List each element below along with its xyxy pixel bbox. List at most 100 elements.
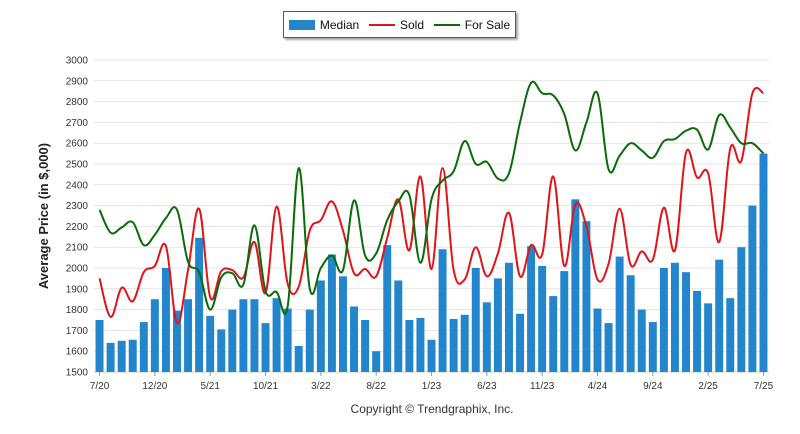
- legend-swatch-sold: [368, 23, 395, 26]
- x-tick-label: 11/23: [530, 381, 555, 392]
- median-bar: [195, 237, 204, 372]
- median-bar: [217, 329, 226, 372]
- median-bar: [173, 310, 181, 372]
- median-bar: [682, 272, 690, 372]
- median-bar: [283, 308, 292, 372]
- y-tick-label: 2700: [66, 118, 89, 129]
- median-bar: [504, 262, 513, 372]
- y-tick-label: 1900: [66, 284, 89, 295]
- median-bar: [95, 320, 104, 372]
- median-bar: [471, 268, 480, 372]
- legend-item-median: Median: [288, 17, 360, 32]
- y-tick-label: 2800: [66, 97, 89, 108]
- x-tick-label: 4/24: [588, 381, 608, 392]
- x-tick-label: 6/23: [477, 381, 497, 392]
- median-bar: [106, 342, 115, 372]
- median-bar: [460, 314, 469, 372]
- y-tick-label: 2500: [66, 160, 89, 171]
- median-bar: [228, 309, 237, 372]
- median-bar: [305, 309, 314, 372]
- median-bar: [516, 313, 525, 372]
- chart-legend: Median Sold For Sale: [283, 11, 516, 38]
- median-bar: [338, 276, 347, 372]
- x-tick-label: 12/20: [142, 381, 167, 392]
- median-bar: [405, 320, 414, 372]
- median-bar: [549, 296, 558, 372]
- y-tick-label: 1700: [66, 326, 89, 337]
- for-sale-line: [98, 80, 765, 315]
- x-tick-label: 9/24: [643, 381, 663, 392]
- y-axis-label: Average Price (in $,000): [36, 143, 51, 289]
- median-bar: [582, 221, 591, 372]
- median-bar: [626, 275, 635, 372]
- median-bar: [593, 308, 602, 372]
- median-bar: [693, 290, 702, 372]
- median-bar: [394, 280, 403, 372]
- median-bar: [372, 351, 381, 372]
- x-tick-labels: 7/20 12/20 5/21 10/21 3/22 8/22 1/23 6/23 11/23 4…: [90, 372, 774, 392]
- y-tick-label: 2400: [66, 180, 89, 191]
- median-bar: [239, 299, 248, 372]
- legend-swatch-forsale: [433, 23, 460, 26]
- median-bar: [493, 278, 502, 372]
- median-bar: [383, 245, 392, 372]
- median-bar: [294, 346, 303, 372]
- x-tick-label: 1/23: [422, 381, 442, 392]
- median-bar: [571, 199, 580, 372]
- median-bar: [759, 153, 768, 372]
- median-bar: [648, 322, 657, 372]
- median-bar: [482, 302, 491, 372]
- series-lines: [98, 80, 765, 325]
- median-bar: [659, 268, 668, 372]
- median-bar: [527, 246, 536, 372]
- legend-item-forsale: For Sale: [433, 17, 511, 32]
- median-bar: [637, 309, 646, 372]
- y-tick-label: 1600: [66, 347, 89, 358]
- y-tick-label: 2600: [66, 139, 89, 150]
- median-bar: [748, 205, 757, 372]
- legend-label-forsale: For Sale: [464, 17, 511, 32]
- y-tick-label: 2300: [66, 201, 89, 212]
- median-bar: [150, 299, 159, 372]
- median-bar: [184, 299, 193, 372]
- median-bars: [95, 153, 768, 372]
- median-bar: [670, 262, 679, 372]
- median-bar: [117, 340, 126, 372]
- median-bar: [161, 268, 170, 372]
- median-bar: [316, 280, 325, 372]
- y-tick-label: 1500: [66, 368, 89, 379]
- median-bar: [427, 339, 436, 372]
- legend-item-sold: Sold: [368, 17, 425, 32]
- copyright-text: Copyright © Trendgraphix, Inc.: [351, 402, 514, 416]
- median-bar: [250, 299, 259, 372]
- x-tick-label: 7/20: [90, 381, 110, 392]
- median-bar: [327, 254, 336, 372]
- median-bar: [416, 317, 425, 372]
- median-bar: [206, 315, 215, 372]
- y-tick-label: 2200: [66, 222, 89, 233]
- median-bar: [715, 259, 724, 372]
- y-tick-label: 1800: [66, 305, 89, 316]
- legend-label-sold: Sold: [399, 17, 425, 32]
- median-bar: [128, 339, 137, 372]
- median-bar: [726, 298, 735, 372]
- x-tick-label: 10/21: [253, 381, 278, 392]
- median-bar: [538, 265, 547, 372]
- x-tick-label: 7/25: [754, 381, 774, 392]
- y-tick-label: 3000: [66, 56, 89, 67]
- y-tick-labels: 1500 1600 1700 1800 1900 2000 2100 2200 2300 2400…: [66, 56, 89, 379]
- median-bar: [361, 320, 370, 372]
- x-tick-label: 8/22: [366, 381, 386, 392]
- y-tick-label: 2900: [66, 76, 89, 87]
- sold-line: [98, 86, 764, 325]
- median-bar: [704, 303, 713, 372]
- median-bar: [604, 323, 613, 372]
- median-bar: [350, 306, 359, 372]
- legend-label-median: Median: [319, 17, 360, 32]
- median-bar: [615, 256, 624, 372]
- y-tick-label: 2100: [66, 243, 89, 254]
- x-tick-label: 5/21: [200, 381, 220, 392]
- median-bar: [737, 247, 746, 372]
